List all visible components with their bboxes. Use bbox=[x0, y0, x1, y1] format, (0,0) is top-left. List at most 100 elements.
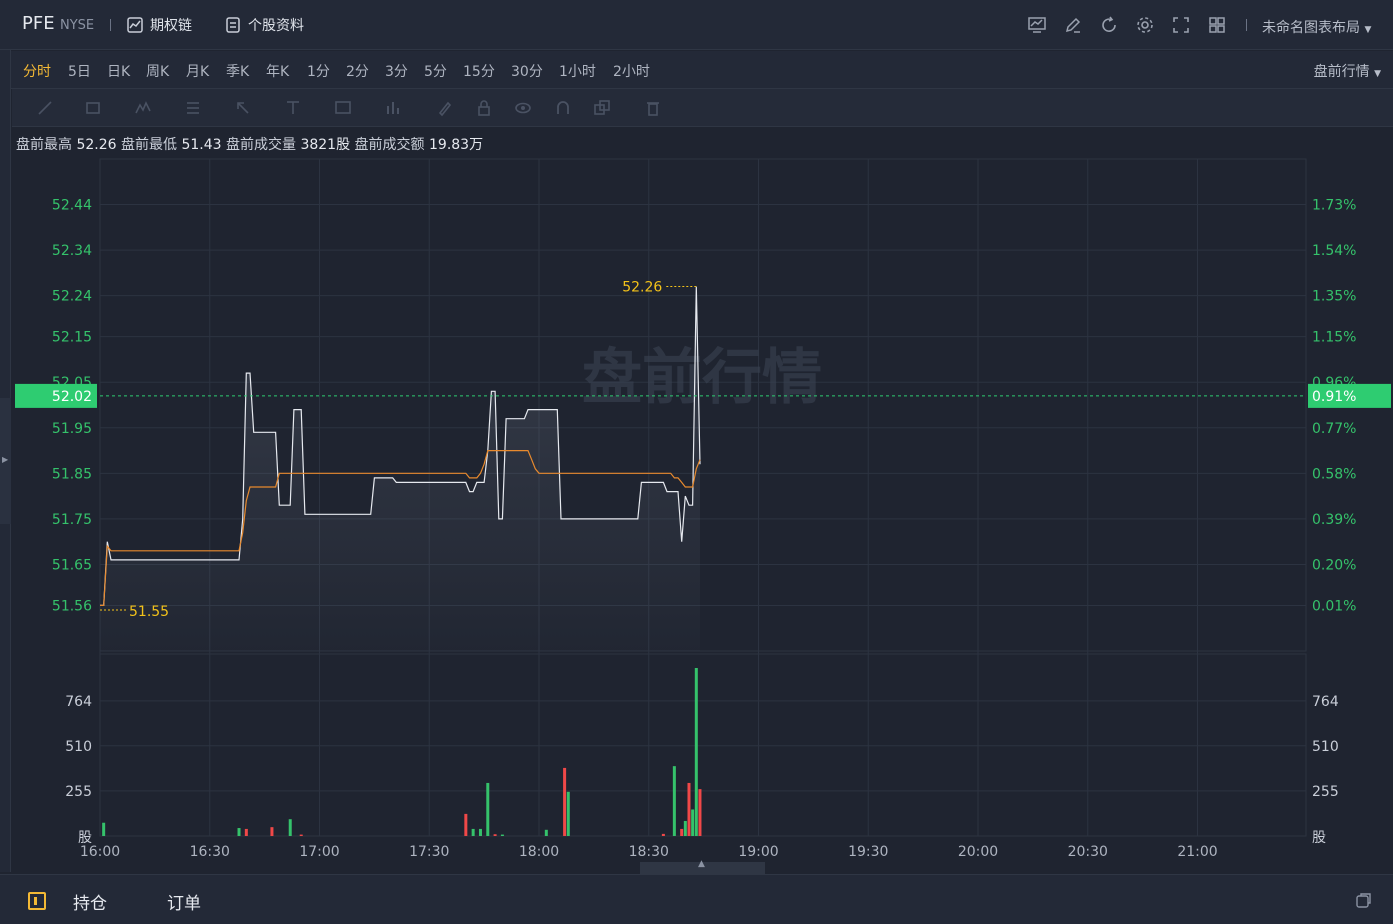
low-marker-label: 51.55 bbox=[129, 604, 169, 620]
options-chain-icon bbox=[127, 17, 143, 33]
price-series-line bbox=[100, 286, 701, 606]
rectangle-icon bbox=[86, 102, 100, 114]
price-markers: 52.02 0.91% 52.26 51.55 bbox=[15, 280, 1391, 620]
percent-tick-label: 1.35% bbox=[1312, 289, 1356, 305]
intraday-chart[interactable]: 盘前行情 16:00 16:30 17:00 17:30 18:00 18:30 19:00… bbox=[12, 128, 1393, 862]
trendline-tool[interactable] bbox=[28, 97, 62, 119]
fibonacci-icon bbox=[187, 102, 199, 114]
clone-button[interactable] bbox=[585, 97, 619, 119]
session-selector-label: 盘前行情 bbox=[1313, 64, 1370, 80]
volume-bar bbox=[544, 829, 548, 836]
x-tick-label: 18:00 bbox=[519, 844, 559, 860]
brush-icon bbox=[438, 101, 452, 117]
low-value: 51.43 bbox=[181, 137, 222, 153]
percent-tick-label: 0.77% bbox=[1312, 421, 1356, 437]
x-tick-label: 19:30 bbox=[848, 844, 888, 860]
x-tick-label: 19:00 bbox=[738, 844, 778, 860]
volume-bar bbox=[698, 789, 702, 836]
price-area-fill bbox=[100, 286, 700, 651]
watermark: 盘前行情 bbox=[582, 343, 822, 413]
arrow-tool[interactable] bbox=[226, 97, 260, 119]
period-tab[interactable]: 2分 bbox=[346, 64, 369, 80]
volume-unit-label: 股 bbox=[1312, 830, 1326, 846]
settings-button[interactable] bbox=[1127, 13, 1163, 37]
magnet-button[interactable] bbox=[546, 97, 580, 119]
period-tab[interactable]: 3分 bbox=[385, 64, 408, 80]
x-tick-label: 17:00 bbox=[299, 844, 339, 860]
period-toolbar: 分时 5日 日K 周K 月K 季K 年K 1分 2分 3分 5分 15分 30分… bbox=[0, 51, 1393, 89]
edit-button[interactable] bbox=[1055, 13, 1091, 37]
period-tab[interactable]: 日K bbox=[107, 64, 131, 80]
period-tab[interactable]: 1小时 bbox=[559, 64, 596, 80]
panel-expand-handle[interactable]: ▲ bbox=[640, 859, 765, 874]
bar-chart-icon bbox=[387, 102, 399, 114]
tab-orders[interactable]: 订单 bbox=[167, 894, 201, 914]
turnover-value: 19.83万 bbox=[429, 137, 484, 153]
lock-button[interactable] bbox=[467, 97, 501, 119]
drawing-toolbar bbox=[12, 89, 1393, 127]
positions-icon[interactable] bbox=[28, 892, 46, 910]
refresh-icon bbox=[1102, 16, 1116, 32]
chart-settings-button[interactable] bbox=[1019, 13, 1055, 37]
ticker-symbol[interactable]: PFE bbox=[22, 13, 55, 34]
divider bbox=[1246, 19, 1247, 31]
measure-tool[interactable] bbox=[376, 97, 410, 119]
price-tick-label: 52.34 bbox=[52, 243, 92, 259]
gear-icon bbox=[1137, 17, 1153, 33]
fibonacci-tool[interactable] bbox=[176, 97, 210, 119]
period-tab[interactable]: 月K bbox=[186, 64, 210, 80]
options-chain-button[interactable]: 期权链 bbox=[126, 15, 192, 35]
grid-layout-button[interactable] bbox=[1199, 13, 1235, 37]
volume-bar bbox=[299, 834, 303, 836]
text-tool[interactable] bbox=[276, 97, 310, 119]
window-restore-icon[interactable] bbox=[1355, 891, 1373, 909]
visibility-button[interactable] bbox=[506, 97, 540, 119]
volume-tick-label: 255 bbox=[65, 784, 92, 800]
chart-settings-icon bbox=[1028, 17, 1046, 33]
period-tab[interactable]: 年K bbox=[266, 64, 290, 80]
lock-icon bbox=[478, 100, 490, 116]
session-selector[interactable]: 盘前行情 ▼ bbox=[1314, 61, 1381, 81]
period-tab[interactable]: 季K bbox=[226, 64, 250, 80]
pattern-tool[interactable] bbox=[126, 97, 160, 119]
period-tab[interactable]: 分时 bbox=[23, 64, 51, 80]
price-tick-label: 52.15 bbox=[52, 330, 92, 346]
rectangle-tool[interactable] bbox=[76, 97, 110, 119]
volume-tick-label: 510 bbox=[65, 739, 92, 755]
premarket-stats: 盘前最高 52.26 盘前最低 51.43 盘前成交量 3821股 盘前成交额 … bbox=[16, 134, 483, 154]
x-tick-label: 20:30 bbox=[1068, 844, 1108, 860]
tab-positions[interactable]: 持仓 bbox=[73, 894, 107, 914]
volume-bar bbox=[691, 809, 695, 836]
brush-tool[interactable] bbox=[428, 97, 462, 119]
price-area bbox=[100, 286, 700, 651]
period-tab[interactable]: 30分 bbox=[511, 64, 543, 80]
fullscreen-button[interactable] bbox=[1163, 13, 1199, 37]
note-tool[interactable] bbox=[326, 97, 360, 119]
volume-plot-frame bbox=[99, 653, 1307, 837]
period-tab[interactable]: 1分 bbox=[307, 64, 330, 80]
period-tab[interactable]: 周K bbox=[146, 64, 170, 80]
caret-down-icon: ▼ bbox=[1364, 25, 1372, 35]
layout-selector[interactable]: 未命名图表布局 ▼ bbox=[1262, 17, 1371, 37]
delete-drawings-button[interactable] bbox=[636, 97, 670, 119]
period-tab[interactable]: 2小时 bbox=[613, 64, 650, 80]
refresh-button[interactable] bbox=[1091, 13, 1127, 37]
percent-tick-label: 0.01% bbox=[1312, 598, 1356, 614]
note-icon bbox=[335, 101, 351, 114]
volume-bar bbox=[493, 834, 497, 836]
volume-bar bbox=[270, 827, 274, 836]
volume-label: 盘前成交量 bbox=[226, 137, 296, 153]
chart-area[interactable]: 盘前行情 16:00 16:30 17:00 17:30 18:00 18:30 19:00… bbox=[12, 128, 1393, 873]
stock-profile-button[interactable]: 个股资料 bbox=[224, 15, 304, 35]
percent-tick-label: 0.20% bbox=[1312, 557, 1356, 573]
percent-tick-label: 1.15% bbox=[1312, 330, 1356, 346]
volume-bar bbox=[563, 767, 567, 836]
exchange-label: NYSE bbox=[60, 18, 95, 33]
period-tab[interactable]: 5分 bbox=[424, 64, 447, 80]
side-panel-toggle[interactable] bbox=[0, 398, 11, 524]
price-tick-label: 51.65 bbox=[52, 557, 92, 573]
chevron-right-icon: ▶ bbox=[2, 455, 9, 464]
period-tab[interactable]: 15分 bbox=[463, 64, 495, 80]
options-chain-label: 期权链 bbox=[150, 18, 192, 34]
period-tab[interactable]: 5日 bbox=[68, 64, 91, 80]
